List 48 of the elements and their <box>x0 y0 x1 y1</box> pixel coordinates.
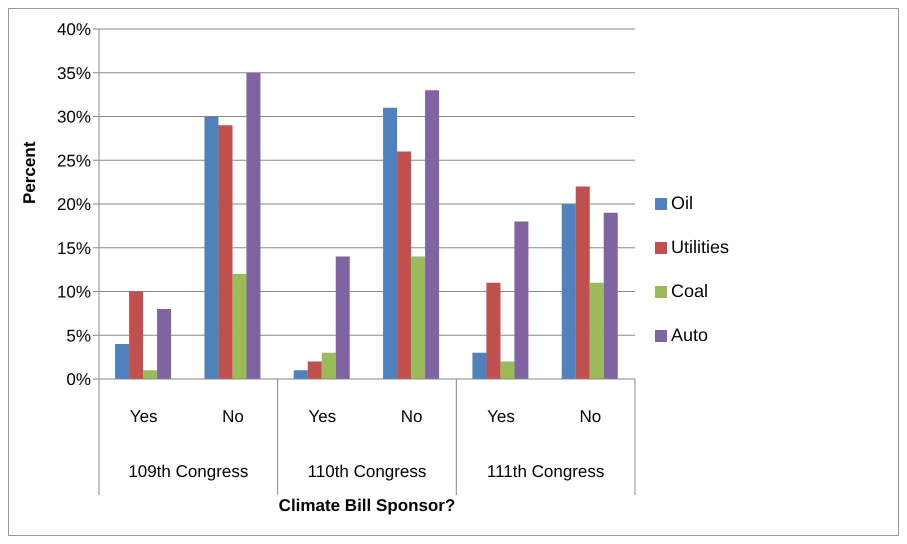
y-tick-label: 40% <box>56 20 91 40</box>
text: 109th Congress <box>128 462 248 481</box>
bar <box>486 282 500 379</box>
y-tick-label: 25% <box>56 151 91 170</box>
legend-label: Coal <box>670 281 708 301</box>
x-tick-label: Yes <box>308 407 336 426</box>
bar <box>204 116 218 379</box>
y-tick-label: 35% <box>56 64 91 83</box>
x-tick-label: Yes <box>487 407 515 426</box>
y-axis-title: Percent <box>20 141 40 204</box>
bar <box>115 344 130 379</box>
bar <box>576 186 590 379</box>
bar <box>336 256 350 379</box>
bar <box>383 108 398 379</box>
bar <box>500 362 514 379</box>
text: 111th Congress <box>486 462 604 481</box>
bar <box>322 352 336 379</box>
x-tick-label: No <box>222 407 244 426</box>
bar <box>514 222 528 379</box>
bar <box>411 256 426 379</box>
bar <box>308 362 322 379</box>
y-tick-label: 0% <box>66 370 91 390</box>
x-tick-label: No <box>579 407 602 426</box>
bar <box>472 352 486 379</box>
bar <box>397 152 412 379</box>
bar <box>246 72 260 379</box>
y-tick-label: 5% <box>66 326 91 346</box>
bar <box>590 282 604 379</box>
bar <box>157 309 172 379</box>
legend-label: Oil <box>670 193 693 213</box>
bar <box>129 292 144 379</box>
bar <box>294 370 308 379</box>
x-axis-title: Climate Bill Sponsor? <box>278 496 456 515</box>
y-tick-label: 15% <box>56 238 91 258</box>
text: 110th Congress <box>308 462 426 481</box>
bar <box>218 125 232 379</box>
y-tick-label: 30% <box>56 108 91 127</box>
y-tick-label: 20% <box>56 195 91 214</box>
legend-label: Auto <box>670 325 708 345</box>
bar <box>604 212 618 379</box>
bar <box>143 370 158 379</box>
legend-label: Utilities <box>670 237 729 257</box>
bar <box>232 274 246 379</box>
x-tick-label: No <box>400 407 423 426</box>
bar <box>425 90 440 379</box>
y-tick-label: 10% <box>56 282 91 302</box>
bar <box>562 204 576 379</box>
x-tick-label: Yes <box>130 407 158 426</box>
